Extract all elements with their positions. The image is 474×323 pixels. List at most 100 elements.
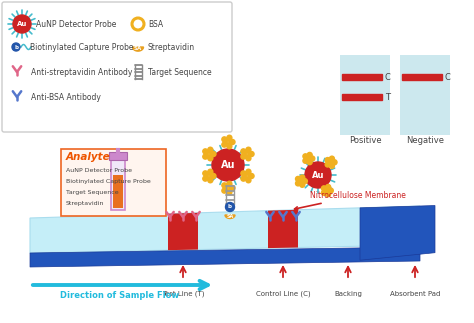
Circle shape <box>222 137 227 142</box>
Circle shape <box>326 192 331 197</box>
Text: Au: Au <box>312 171 324 180</box>
Circle shape <box>330 163 333 166</box>
Circle shape <box>309 157 312 160</box>
Text: C: C <box>385 72 391 81</box>
Circle shape <box>226 203 235 212</box>
Circle shape <box>227 143 230 146</box>
Circle shape <box>203 171 208 176</box>
Text: Positive: Positive <box>349 136 381 145</box>
Circle shape <box>227 189 230 192</box>
Circle shape <box>230 140 235 144</box>
Circle shape <box>326 184 331 190</box>
Circle shape <box>326 191 329 194</box>
Circle shape <box>325 162 330 167</box>
Circle shape <box>241 171 246 176</box>
Circle shape <box>310 156 315 161</box>
Circle shape <box>208 147 213 152</box>
Circle shape <box>246 150 249 153</box>
Circle shape <box>227 135 232 140</box>
Text: Biotinylated Capture Probe: Biotinylated Capture Probe <box>30 43 134 51</box>
Circle shape <box>308 159 310 162</box>
Circle shape <box>246 178 251 183</box>
Circle shape <box>298 181 301 184</box>
Polygon shape <box>133 47 144 51</box>
Circle shape <box>300 182 305 187</box>
Circle shape <box>210 152 213 155</box>
Text: Anti-BSA Antibody: Anti-BSA Antibody <box>31 92 101 101</box>
Circle shape <box>205 154 209 157</box>
Text: Backing: Backing <box>334 291 362 297</box>
Circle shape <box>307 152 312 157</box>
Circle shape <box>246 169 251 174</box>
Polygon shape <box>30 247 420 267</box>
Text: Target Sequence: Target Sequence <box>66 190 118 194</box>
Text: Control Line (C): Control Line (C) <box>255 291 310 297</box>
Text: AuNP Detector Probe: AuNP Detector Probe <box>66 168 132 172</box>
Polygon shape <box>109 152 127 160</box>
Circle shape <box>305 162 331 188</box>
Polygon shape <box>225 215 235 218</box>
Text: AuNP Detector Probe: AuNP Detector Probe <box>36 19 117 28</box>
Circle shape <box>329 156 334 161</box>
Text: Streptavidin: Streptavidin <box>148 43 195 51</box>
Bar <box>342 94 382 100</box>
Circle shape <box>328 188 333 193</box>
Polygon shape <box>268 210 298 248</box>
Circle shape <box>328 160 330 162</box>
Circle shape <box>295 181 301 186</box>
Circle shape <box>241 149 246 154</box>
Circle shape <box>212 149 244 181</box>
Circle shape <box>303 158 308 163</box>
Circle shape <box>303 154 308 159</box>
Text: SA: SA <box>134 47 142 51</box>
Circle shape <box>203 149 208 154</box>
Text: Target Sequence: Target Sequence <box>148 68 211 77</box>
Circle shape <box>325 158 330 162</box>
Circle shape <box>300 182 303 185</box>
Bar <box>342 74 382 80</box>
Circle shape <box>227 144 232 149</box>
Circle shape <box>227 138 230 141</box>
Circle shape <box>227 181 232 186</box>
Circle shape <box>229 186 232 190</box>
Circle shape <box>205 176 209 179</box>
Circle shape <box>324 188 327 191</box>
Text: BSA: BSA <box>148 19 163 28</box>
Circle shape <box>203 176 208 181</box>
Circle shape <box>248 174 251 178</box>
Circle shape <box>246 172 249 175</box>
Circle shape <box>227 190 232 195</box>
Circle shape <box>246 155 249 158</box>
Circle shape <box>225 142 228 145</box>
Polygon shape <box>360 205 435 260</box>
Circle shape <box>246 177 249 180</box>
Circle shape <box>225 185 228 188</box>
Text: T: T <box>385 92 390 101</box>
Circle shape <box>230 185 235 191</box>
FancyBboxPatch shape <box>340 55 390 135</box>
Circle shape <box>12 43 20 51</box>
Circle shape <box>295 176 301 182</box>
Circle shape <box>225 139 228 142</box>
Circle shape <box>300 175 305 180</box>
Text: Au: Au <box>17 21 27 27</box>
Circle shape <box>324 190 327 193</box>
Circle shape <box>244 176 246 179</box>
Circle shape <box>328 189 330 192</box>
Circle shape <box>205 151 209 154</box>
Polygon shape <box>30 206 420 253</box>
Text: SA: SA <box>227 214 234 219</box>
Text: C: C <box>445 72 451 81</box>
Polygon shape <box>111 158 125 210</box>
Circle shape <box>208 177 211 180</box>
Text: Nitrocellulose Membrane: Nitrocellulose Membrane <box>294 191 406 210</box>
Circle shape <box>329 163 334 168</box>
Circle shape <box>331 161 334 164</box>
Circle shape <box>246 147 251 152</box>
Circle shape <box>305 158 308 161</box>
Circle shape <box>248 152 251 155</box>
Circle shape <box>211 173 216 179</box>
Text: Test Line (T): Test Line (T) <box>162 291 204 297</box>
Text: b: b <box>228 204 232 210</box>
Text: Biotinylated Capture Probe: Biotinylated Capture Probe <box>66 179 151 183</box>
